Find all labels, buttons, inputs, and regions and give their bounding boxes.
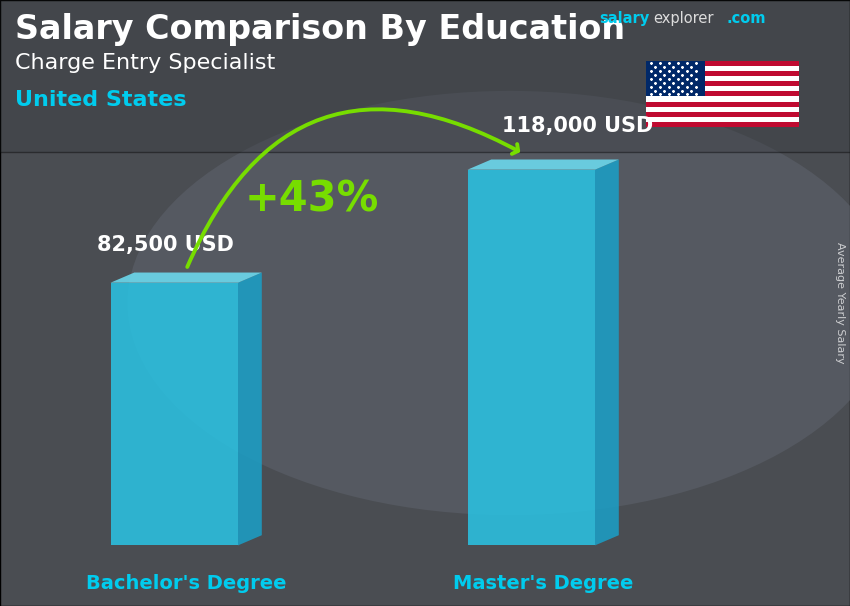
Text: Bachelor's Degree: Bachelor's Degree	[86, 574, 286, 593]
Polygon shape	[595, 159, 619, 545]
Text: explorer: explorer	[653, 11, 713, 26]
FancyBboxPatch shape	[0, 0, 850, 152]
Bar	[646, 102, 799, 107]
Text: 118,000 USD: 118,000 USD	[502, 116, 654, 136]
Text: +43%: +43%	[245, 179, 379, 221]
Text: 82,500 USD: 82,500 USD	[97, 236, 235, 256]
Bar	[646, 92, 799, 96]
Bar	[646, 122, 799, 127]
Bar	[646, 61, 799, 127]
Text: Average Yearly Salary: Average Yearly Salary	[835, 242, 845, 364]
Bar	[646, 71, 799, 76]
Text: Charge Entry Specialist: Charge Entry Specialist	[15, 53, 275, 73]
Text: .com: .com	[727, 11, 766, 26]
Text: Salary Comparison By Education: Salary Comparison By Education	[15, 13, 626, 46]
Bar	[646, 61, 705, 96]
Ellipse shape	[128, 91, 850, 515]
Polygon shape	[110, 283, 238, 545]
Polygon shape	[110, 273, 262, 283]
Polygon shape	[468, 170, 595, 545]
Bar	[646, 81, 799, 86]
Polygon shape	[238, 273, 262, 545]
Polygon shape	[468, 159, 619, 170]
Bar	[646, 112, 799, 117]
Text: Master's Degree: Master's Degree	[453, 574, 633, 593]
Text: salary: salary	[599, 11, 649, 26]
Bar	[646, 61, 799, 65]
Text: United States: United States	[15, 90, 187, 110]
